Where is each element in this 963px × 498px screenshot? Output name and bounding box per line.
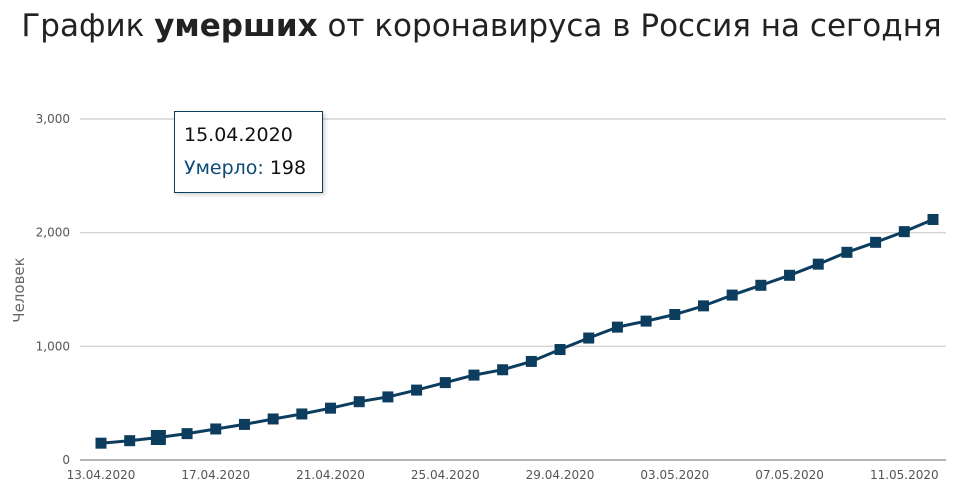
title-bold: умерших [154,8,318,44]
data-point [296,408,308,420]
x-tick-label: 13.04.2020 [67,468,136,482]
data-point [697,300,709,312]
x-tick-label: 21.04.2020 [296,468,365,482]
data-point [124,435,136,447]
data-point [238,418,250,430]
data-point [411,384,423,396]
data-point [784,269,796,281]
y-axis-title: Человек [10,257,28,322]
data-point [726,289,738,301]
y-tick-label: 1,000 [36,339,70,353]
data-point-highlighted [150,429,166,445]
x-tick-label: 11.05.2020 [870,468,939,482]
x-tick-label: 17.04.2020 [181,468,250,482]
series-line-umerlo [100,218,934,445]
data-point [95,437,107,449]
data-point [554,344,566,356]
x-tick-label: 25.04.2020 [411,468,480,482]
data-point [583,332,595,344]
chart-title: График умерших от коронавируса в Россия … [0,4,963,48]
data-point [755,279,767,291]
data-point [927,213,939,225]
data-point [439,377,451,389]
title-suffix: от коронавируса в Россия на сегодня [317,8,942,44]
data-point [497,364,509,376]
x-tick-label: 29.04.2020 [526,468,595,482]
x-tick-label: 03.05.2020 [640,468,709,482]
data-point [210,423,222,435]
data-point [611,321,623,333]
tooltip-date: 15.04.2020 [184,124,293,146]
data-point [353,396,365,408]
data-point [669,309,681,321]
y-tick-label: 3,000 [36,112,70,126]
data-point [812,258,824,270]
tooltip-row: Умерло: 198 [184,157,322,179]
tooltip-value: 198 [269,157,307,179]
data-point [267,413,279,425]
data-point [325,402,337,414]
data-point [870,236,882,248]
data-point [468,369,480,381]
y-tick-label: 2,000 [36,226,70,240]
title-prefix: График [21,8,155,44]
data-point [525,355,537,367]
data-point [181,428,193,440]
tooltip-label: Умерло: [184,157,264,179]
x-tick-label: 07.05.2020 [755,468,824,482]
data-point [898,226,910,238]
data-point [841,246,853,258]
data-point [382,391,394,403]
data-tooltip: 15.04.2020 Умерло: 198 [174,111,323,193]
y-tick-label: 0 [62,453,70,467]
data-point [640,315,652,327]
